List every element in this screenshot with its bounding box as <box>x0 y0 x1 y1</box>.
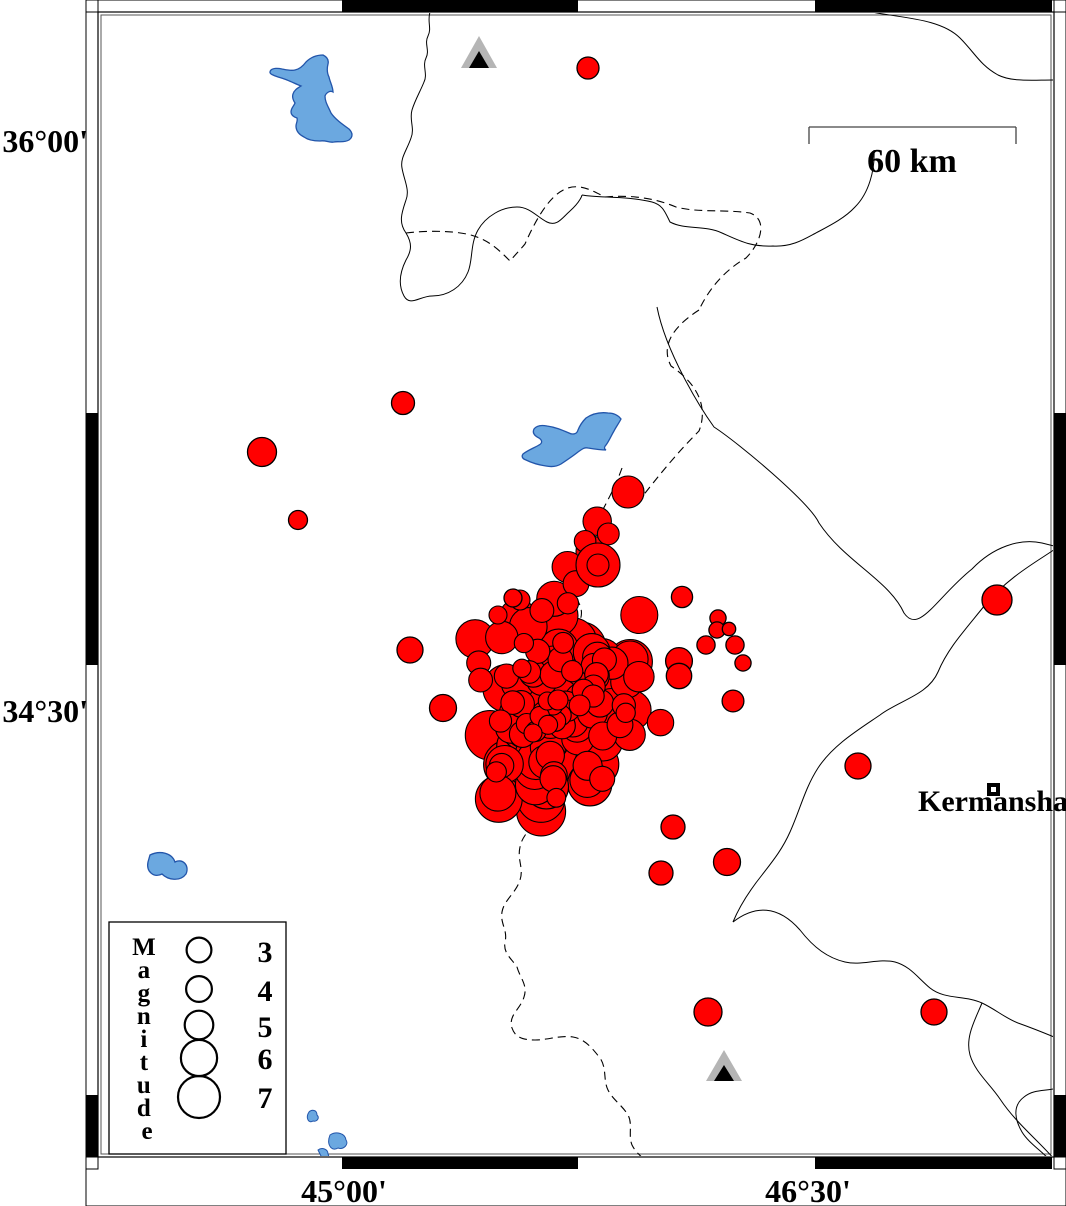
svg-text:60 km: 60 km <box>867 143 957 180</box>
svg-text:45°00': 45°00' <box>301 1173 387 1206</box>
svg-text:34°30': 34°30' <box>2 693 88 729</box>
svg-text:4: 4 <box>258 975 273 1008</box>
svg-text:3: 3 <box>258 936 273 969</box>
svg-text:5: 5 <box>258 1011 273 1044</box>
svg-text:Kermansha: Kermansha <box>918 785 1066 818</box>
svg-text:36°00': 36°00' <box>2 123 88 159</box>
svg-text:46°30': 46°30' <box>765 1173 851 1206</box>
svg-text:7: 7 <box>258 1082 273 1115</box>
svg-text:6: 6 <box>258 1043 273 1076</box>
